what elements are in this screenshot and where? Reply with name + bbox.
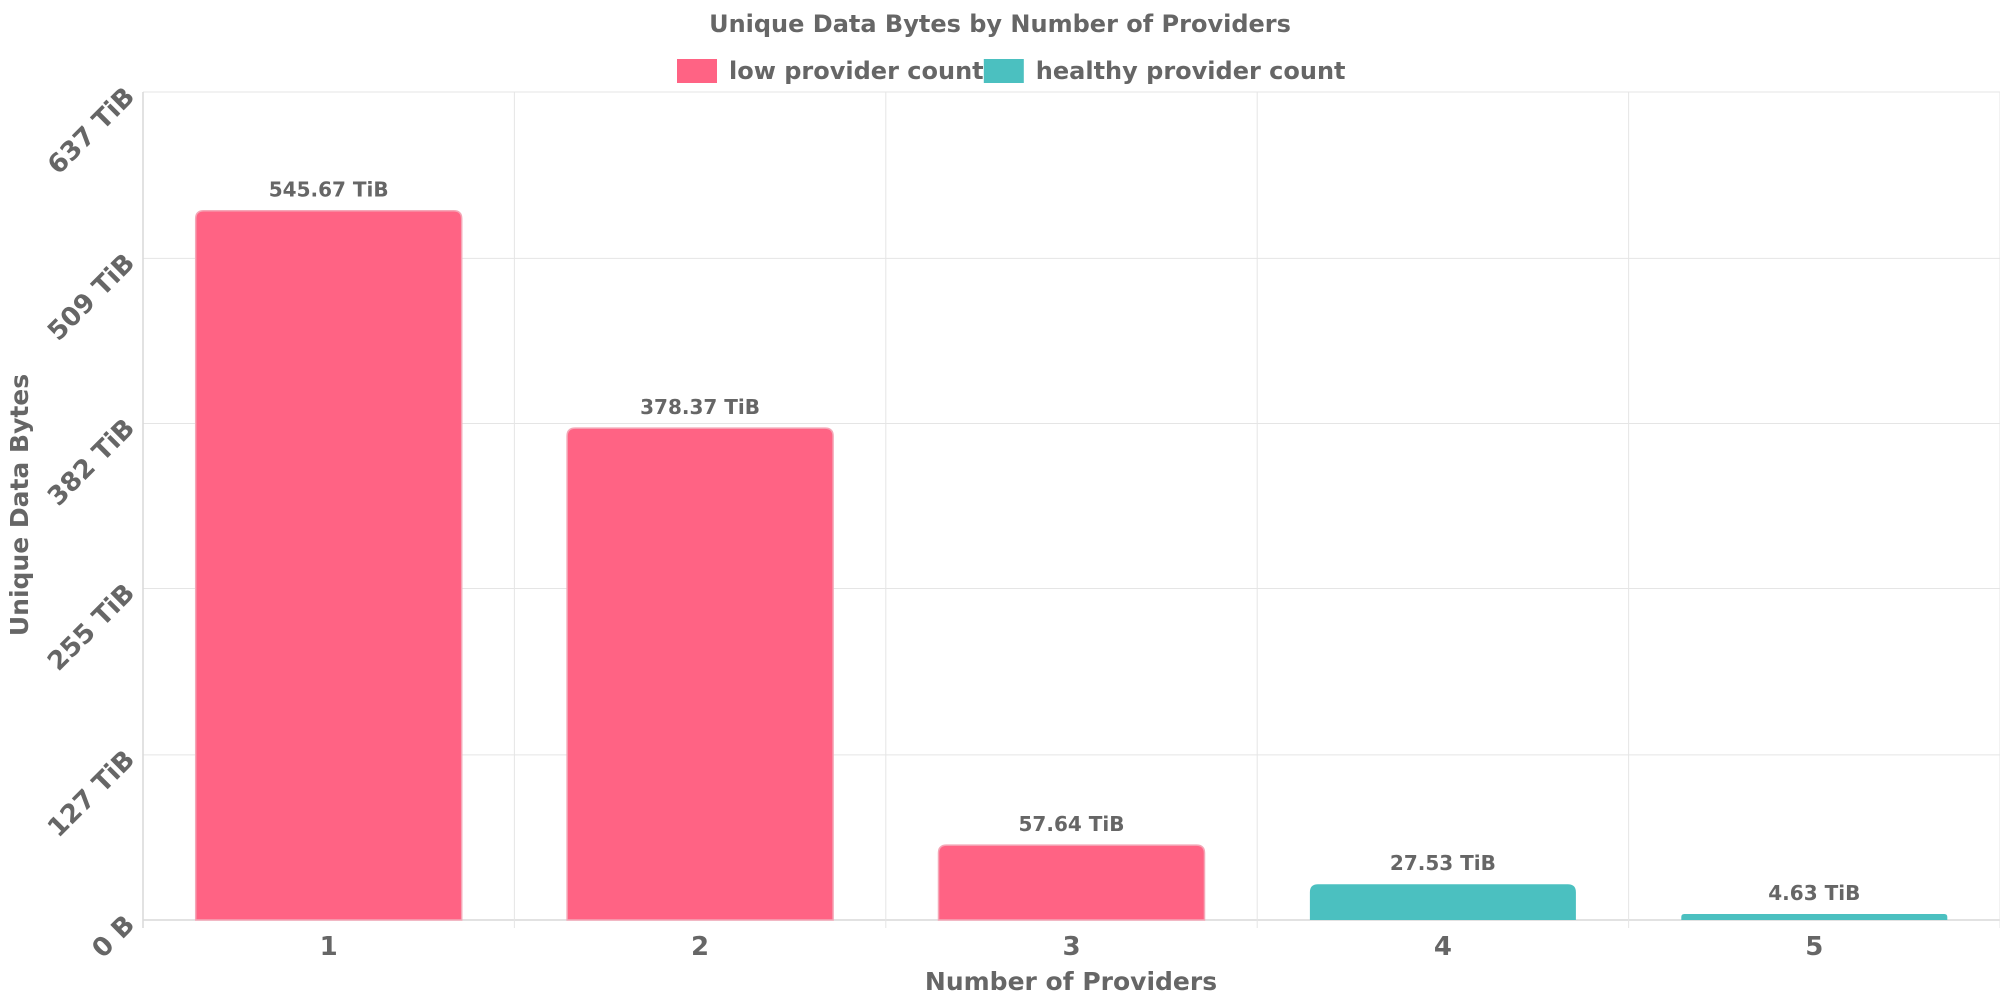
data-label-5: 4.63 TiB <box>1768 881 1860 905</box>
y-tick-label: 509 TiB <box>42 248 141 347</box>
x-tick-label-3: 3 <box>1062 932 1080 962</box>
y-tick-labels-group: 0 B 127 TiB 255 TiB 382 TiB 509 TiB 637 TiB <box>42 82 141 964</box>
bar-4[interactable] <box>1309 884 1576 920</box>
bar-1[interactable] <box>194 209 463 921</box>
data-labels-group: 545.67 TiB 378.37 TiB 57.64 TiB 27.53 TiB 4.… <box>269 178 1861 905</box>
data-label-1: 545.67 TiB <box>269 178 389 202</box>
data-label-3: 57.64 TiB <box>1019 812 1125 836</box>
y-tick-label: 637 TiB <box>42 82 141 181</box>
legend-swatch-low <box>677 59 717 83</box>
x-tick-labels-group: 1 2 3 4 5 <box>320 932 1824 962</box>
legend-label-healthy: healthy provider count <box>1036 57 1346 85</box>
bar-2[interactable] <box>566 427 834 921</box>
y-tick-label: 382 TiB <box>42 413 141 512</box>
x-tick-label-1: 1 <box>320 932 338 962</box>
chart-title: Unique Data Bytes by Number of Providers <box>709 10 1291 38</box>
data-label-2: 378.37 TiB <box>640 395 760 419</box>
bars-group <box>194 209 1948 921</box>
x-axis-title: Number of Providers <box>925 967 1217 996</box>
data-label-4: 27.53 TiB <box>1390 851 1496 875</box>
legend-swatch-healthy <box>983 59 1024 83</box>
bar-5[interactable] <box>1681 913 1948 920</box>
bar-3[interactable] <box>937 844 1206 921</box>
y-tick-label: 127 TiB <box>42 745 141 844</box>
legend-label-low: low provider count <box>729 57 984 85</box>
x-tick-label-5: 5 <box>1805 932 1823 962</box>
legend-item-low[interactable]: low provider count <box>677 57 984 85</box>
y-tick-label: 255 TiB <box>42 578 141 677</box>
legend[interactable]: low provider count healthy provider count <box>677 57 1346 85</box>
legend-item-healthy[interactable]: healthy provider count <box>983 57 1346 85</box>
y-axis-title: Unique Data Bytes <box>5 374 34 636</box>
y-tick-label: 0 B <box>87 910 141 964</box>
x-tick-label-4: 4 <box>1434 932 1452 962</box>
x-tick-label-2: 2 <box>691 932 709 962</box>
